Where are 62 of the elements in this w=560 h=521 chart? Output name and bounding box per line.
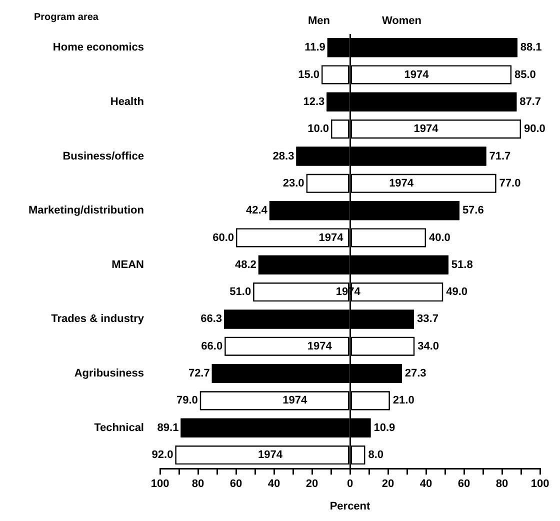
data-label: 89.1 [157, 422, 179, 434]
data-label: 49.0 [446, 286, 468, 298]
data-label: 57.6 [462, 204, 484, 217]
data-label: 60.0 [212, 232, 234, 244]
data-label: 10.0 [308, 123, 329, 136]
x-tick-label: 60 [230, 478, 242, 490]
y-tick-label: Trades & industry [51, 313, 145, 326]
x-tick-label: 20 [382, 478, 394, 490]
data-label: 77.0 [499, 177, 521, 190]
y-axis-title: Program area [34, 12, 99, 23]
y-tick-label: Agribusiness [74, 368, 144, 380]
x-tick-label: 20 [306, 478, 318, 490]
annotation: 1974 [318, 232, 344, 244]
data-label: 27.3 [404, 368, 426, 380]
x-tick-label: 80 [496, 478, 508, 490]
data-label: 51.8 [451, 258, 473, 271]
y-tick-label: Technical [94, 422, 144, 434]
annotation: 1974 [282, 394, 308, 407]
data-label: 51.0 [230, 286, 252, 298]
data-label: 92.0 [152, 449, 174, 462]
data-label: 79.0 [176, 394, 198, 407]
data-label: 34.0 [418, 340, 440, 352]
x-tick-label: 40 [420, 478, 432, 490]
series-label: Men [308, 15, 330, 27]
data-label: 90.0 [524, 123, 546, 136]
x-tick-label: 40 [268, 478, 280, 490]
data-label: 21.0 [392, 394, 414, 407]
y-tick-label: Business/office [62, 150, 144, 162]
x-tick-label: 100 [150, 478, 170, 490]
data-label: 42.4 [246, 204, 268, 217]
x-tick-label: 0 [346, 478, 354, 490]
x-tick-label: 80 [192, 478, 204, 490]
y-tick-label: Health [110, 96, 144, 108]
y-tick-label: Marketing/distribution [28, 204, 144, 217]
data-label: 66.0 [201, 340, 223, 352]
data-label: 72.7 [188, 368, 210, 380]
data-label: 23.0 [282, 177, 304, 190]
data-label: 66.3 [200, 313, 222, 326]
data-label: 15.0 [298, 68, 320, 81]
y-tick-label: Home economics [52, 42, 144, 54]
y-tick-label: MEAN [112, 258, 144, 271]
annotation: 1974 [389, 177, 414, 190]
x-tick-label: 60 [458, 478, 470, 490]
data-label: 40.0 [429, 232, 450, 244]
x-axis-title: Percent [330, 500, 371, 512]
series-label: Women [382, 15, 422, 27]
x-tick-label: 100 [530, 478, 550, 490]
data-label: 11.9 [304, 42, 326, 54]
data-label: 12.3 [303, 96, 325, 108]
data-label: 87.7 [520, 96, 542, 108]
annotation: 1974 [414, 123, 440, 136]
annotation: 1974 [404, 68, 430, 81]
data-label: 88.1 [520, 42, 542, 54]
data-label: 8.0 [368, 449, 384, 462]
data-label: 85.0 [514, 68, 536, 81]
data-label: 28.3 [272, 150, 294, 162]
data-label: 48.2 [235, 258, 256, 271]
annotation: 1974 [258, 449, 284, 462]
annotation: 1974 [307, 340, 333, 352]
data-label: 71.7 [489, 150, 511, 162]
data-label: 10.9 [374, 422, 396, 434]
data-label: 33.7 [417, 313, 438, 326]
